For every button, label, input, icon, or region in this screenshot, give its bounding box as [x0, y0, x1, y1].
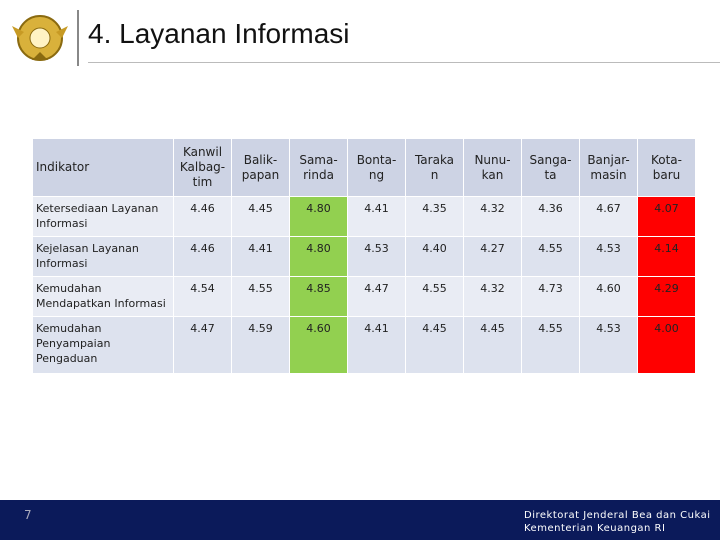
- cell: 4.55: [232, 277, 289, 316]
- cell: 4.67: [580, 197, 637, 236]
- header-cell: Kota- baru: [638, 139, 695, 196]
- cell: 4.35: [406, 197, 463, 236]
- cell: 4.47: [174, 317, 231, 373]
- cell: 4.55: [406, 277, 463, 316]
- cell: 4.59: [232, 317, 289, 373]
- cell: 4.40: [406, 237, 463, 276]
- cell: 4.55: [522, 317, 579, 373]
- page-number: 7: [24, 508, 32, 522]
- cell: Ketersediaan Layanan Informasi: [33, 197, 173, 236]
- cell: 4.45: [406, 317, 463, 373]
- cell: 4.85: [290, 277, 347, 316]
- slide-title: 4. Layanan Informasi: [88, 18, 350, 49]
- cell: 4.53: [348, 237, 405, 276]
- header-cell: Sama- rinda: [290, 139, 347, 196]
- table: Indikator Kanwil Kalbag- tim Balik- papan S…: [32, 138, 696, 374]
- cell: 4.80: [290, 197, 347, 236]
- logo: [12, 15, 68, 61]
- cell: 4.53: [580, 317, 637, 373]
- header-cell: Kanwil Kalbag- tim: [174, 139, 231, 196]
- row: Kejelasan Layanan Informasi 4.46 4.41 4.80 4…: [33, 237, 695, 276]
- cell: 4.45: [464, 317, 521, 373]
- cell: 4.41: [348, 197, 405, 236]
- cell: 4.14: [638, 237, 695, 276]
- divider: [77, 10, 79, 66]
- header-cell: Indikator: [33, 139, 173, 196]
- cell: 4.41: [232, 237, 289, 276]
- header-cell: Balik- papan: [232, 139, 289, 196]
- footer-line: Kementerian Keuangan RI: [524, 523, 666, 534]
- cell: 4.29: [638, 277, 695, 316]
- footer-text: Direktorat Jenderal Bea dan Cukai Kement…: [524, 509, 710, 535]
- cell: 4.41: [348, 317, 405, 373]
- footer-bar: [0, 500, 720, 540]
- cell: 4.55: [522, 237, 579, 276]
- header-cell: Sanga- ta: [522, 139, 579, 196]
- cell: 4.32: [464, 277, 521, 316]
- cell: 4.27: [464, 237, 521, 276]
- header-cell: Banjar- masin: [580, 139, 637, 196]
- header-row: Indikator Kanwil Kalbag- tim Balik- papan S…: [33, 139, 695, 196]
- row: Kemudahan Penyampaian Pengaduan 4.47 4.59 4…: [33, 317, 695, 373]
- cell: 4.60: [580, 277, 637, 316]
- footer-line: Direktorat Jenderal Bea dan Cukai: [524, 510, 711, 521]
- cell: 4.47: [348, 277, 405, 316]
- cell: 4.46: [174, 237, 231, 276]
- cell: 4.32: [464, 197, 521, 236]
- cell: 4.45: [232, 197, 289, 236]
- cell: 4.46: [174, 197, 231, 236]
- header-cell: Bonta- ng: [348, 139, 405, 196]
- cell: Kejelasan Layanan Informasi: [33, 237, 173, 276]
- row: Ketersediaan Layanan Informasi 4.46 4.45 4.…: [33, 197, 695, 236]
- cell: 4.53: [580, 237, 637, 276]
- cell: 4.54: [174, 277, 231, 316]
- cell: 4.73: [522, 277, 579, 316]
- cell: Kemudahan Penyampaian Pengaduan: [33, 317, 173, 373]
- row: Kemudahan Mendapatkan Informasi 4.54 4.55 4…: [33, 277, 695, 316]
- cell: 4.80: [290, 237, 347, 276]
- cell: Kemudahan Mendapatkan Informasi: [33, 277, 173, 316]
- cell: 4.36: [522, 197, 579, 236]
- cell: 4.07: [638, 197, 695, 236]
- header-cell: Nunu- kan: [464, 139, 521, 196]
- rule: [88, 62, 720, 63]
- cell: 4.60: [290, 317, 347, 373]
- header-cell: Taraka n: [406, 139, 463, 196]
- cell: 4.00: [638, 317, 695, 373]
